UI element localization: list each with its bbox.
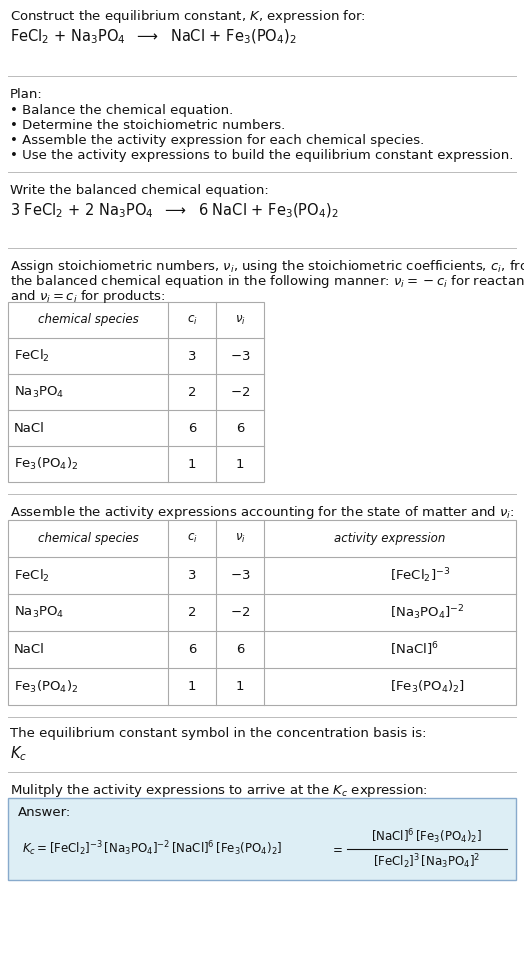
Text: NaCl: NaCl	[14, 643, 45, 656]
Text: $[\mathrm{FeCl}_2]^{-3}$: $[\mathrm{FeCl}_2]^{-3}$	[390, 566, 451, 585]
Text: FeCl$_2$: FeCl$_2$	[14, 348, 50, 364]
Text: 6: 6	[236, 422, 244, 434]
Text: 1: 1	[236, 680, 244, 693]
Text: $c_i$: $c_i$	[187, 314, 198, 327]
Text: $-3$: $-3$	[230, 349, 250, 363]
Text: $\nu_i$: $\nu_i$	[235, 532, 245, 545]
Text: Write the balanced chemical equation:: Write the balanced chemical equation:	[10, 184, 269, 197]
Text: activity expression: activity expression	[334, 532, 446, 545]
Text: $[\mathrm{FeCl}_2]^3\,[\mathrm{Na}_3\mathrm{PO}_4]^2$: $[\mathrm{FeCl}_2]^3\,[\mathrm{Na}_3\mat…	[373, 853, 481, 871]
Text: 2: 2	[188, 606, 196, 619]
Bar	[8, 302, 264, 482]
Text: $-2$: $-2$	[230, 386, 250, 399]
Text: 1: 1	[188, 680, 196, 693]
Text: $[\mathrm{NaCl}]^6$: $[\mathrm{NaCl}]^6$	[390, 641, 439, 658]
Text: $-3$: $-3$	[230, 569, 250, 582]
Text: 6: 6	[188, 643, 196, 656]
Text: • Balance the chemical equation.: • Balance the chemical equation.	[10, 104, 233, 117]
Text: Na$_3$PO$_4$: Na$_3$PO$_4$	[14, 605, 64, 620]
Text: $K_c = [\mathrm{FeCl}_2]^{-3}\,[\mathrm{Na}_3\mathrm{PO}_4]^{-2}\,[\mathrm{NaCl}: $K_c = [\mathrm{FeCl}_2]^{-3}\,[\mathrm{…	[22, 839, 282, 858]
Text: 6: 6	[188, 422, 196, 434]
Text: Construct the equilibrium constant, $K$, expression for:: Construct the equilibrium constant, $K$,…	[10, 8, 366, 25]
Text: • Assemble the activity expression for each chemical species.: • Assemble the activity expression for e…	[10, 134, 424, 147]
Text: $[\mathrm{Fe}_3(\mathrm{PO}_4)_2]$: $[\mathrm{Fe}_3(\mathrm{PO}_4)_2]$	[390, 678, 465, 694]
Text: 1: 1	[236, 457, 244, 471]
Text: chemical species: chemical species	[38, 314, 138, 326]
Text: Fe$_3$(PO$_4$)$_2$: Fe$_3$(PO$_4$)$_2$	[14, 678, 78, 694]
Text: • Use the activity expressions to build the equilibrium constant expression.: • Use the activity expressions to build …	[10, 149, 514, 162]
Text: Mulitply the activity expressions to arrive at the $K_c$ expression:: Mulitply the activity expressions to arr…	[10, 782, 428, 799]
Text: $[\mathrm{Na}_3\mathrm{PO}_4]^{-2}$: $[\mathrm{Na}_3\mathrm{PO}_4]^{-2}$	[390, 603, 464, 621]
Text: $=$: $=$	[330, 842, 343, 855]
Text: the balanced chemical equation in the following manner: $\nu_i = -c_i$ for react: the balanced chemical equation in the fo…	[10, 273, 524, 290]
Text: FeCl$_2$ + Na$_3$PO$_4$  $\longrightarrow$  NaCl + Fe$_3$(PO$_4$)$_2$: FeCl$_2$ + Na$_3$PO$_4$ $\longrightarrow…	[10, 28, 297, 46]
Text: Plan:: Plan:	[10, 88, 43, 101]
Text: 1: 1	[188, 457, 196, 471]
Text: $-2$: $-2$	[230, 606, 250, 619]
Text: Assign stoichiometric numbers, $\nu_i$, using the stoichiometric coefficients, $: Assign stoichiometric numbers, $\nu_i$, …	[10, 258, 524, 275]
Text: $[\mathrm{NaCl}]^6\,[\mathrm{Fe}_3(\mathrm{PO}_4)_2]$: $[\mathrm{NaCl}]^6\,[\mathrm{Fe}_3(\math…	[372, 828, 483, 846]
Text: NaCl: NaCl	[14, 422, 45, 434]
Text: $K_c$: $K_c$	[10, 744, 27, 762]
Text: Fe$_3$(PO$_4$)$_2$: Fe$_3$(PO$_4$)$_2$	[14, 456, 78, 472]
Text: 3 FeCl$_2$ + 2 Na$_3$PO$_4$  $\longrightarrow$  6 NaCl + Fe$_3$(PO$_4$)$_2$: 3 FeCl$_2$ + 2 Na$_3$PO$_4$ $\longrighta…	[10, 202, 339, 221]
Text: 3: 3	[188, 569, 196, 582]
Text: Answer:: Answer:	[18, 806, 71, 819]
Bar	[8, 520, 516, 705]
Text: $\nu_i$: $\nu_i$	[235, 314, 245, 327]
Text: • Determine the stoichiometric numbers.: • Determine the stoichiometric numbers.	[10, 119, 285, 132]
Text: chemical species: chemical species	[38, 532, 138, 545]
Text: Na$_3$PO$_4$: Na$_3$PO$_4$	[14, 385, 64, 400]
Text: 2: 2	[188, 386, 196, 399]
Text: $c_i$: $c_i$	[187, 532, 198, 545]
Text: and $\nu_i = c_i$ for products:: and $\nu_i = c_i$ for products:	[10, 288, 166, 305]
Text: Assemble the activity expressions accounting for the state of matter and $\nu_i$: Assemble the activity expressions accoun…	[10, 504, 515, 521]
Text: 6: 6	[236, 643, 244, 656]
Text: FeCl$_2$: FeCl$_2$	[14, 568, 50, 583]
Bar	[8, 798, 516, 880]
Text: 3: 3	[188, 349, 196, 363]
Text: The equilibrium constant symbol in the concentration basis is:: The equilibrium constant symbol in the c…	[10, 727, 427, 740]
